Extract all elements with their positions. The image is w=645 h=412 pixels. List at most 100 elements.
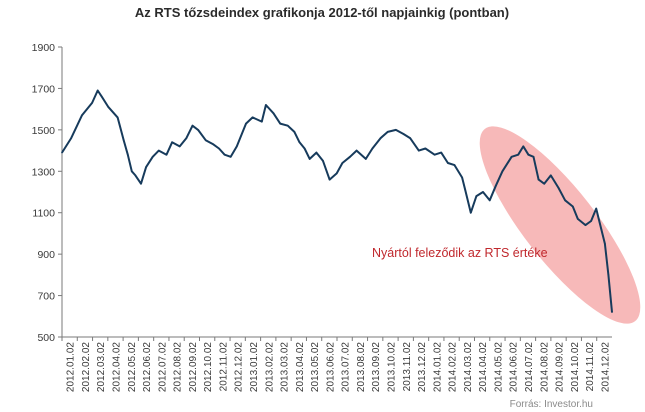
x-tick-label: 2014.12.02 [600,342,611,392]
data-point [131,170,133,173]
data-point [107,106,110,108]
data-point [349,156,351,158]
series-layer [61,89,613,313]
data-point [453,164,456,166]
data-point [572,205,574,208]
data-point [543,182,545,185]
x-tick-label: 2013.01.02 [249,342,260,392]
data-point [341,162,344,164]
data-point [517,153,519,156]
data-point [229,156,232,158]
data-point [218,147,220,150]
data-point [600,228,603,231]
data-point [595,207,597,210]
data-point [611,311,613,313]
x-tick-label: 2012.11.02 [218,342,229,392]
x-tick-label: 2014.11.02 [585,342,596,392]
data-point [151,156,154,158]
data-point [185,137,188,139]
x-tick-label: 2012.10.02 [203,342,214,392]
x-tick-label: 2013.03.02 [280,342,291,392]
data-point [145,166,147,168]
data-point [386,131,389,133]
data-point [564,199,566,202]
data-point [433,153,436,156]
data-point [191,124,194,127]
source-note: Forrás: Investor.hu [510,399,593,410]
data-point [101,95,103,98]
data-point [298,141,301,144]
data-point [409,137,411,139]
x-tick-label: 2012.08.02 [173,342,184,392]
data-point [127,153,129,156]
data-point [590,220,592,222]
x-tick-label: 2013.09.02 [371,342,382,392]
x-tick-label: 2014.03.02 [463,342,474,392]
data-point [70,137,72,139]
data-point [440,151,443,154]
x-tick-label: 2014.07.02 [524,342,535,392]
data-point [365,158,367,160]
data-point [501,170,504,173]
data-point [355,149,358,152]
data-point [470,211,472,214]
data-point [272,112,275,115]
data-point [424,147,427,150]
data-point [495,185,497,187]
x-tick-label: 2012.06.02 [142,342,153,392]
x-tick-label: 2013.06.02 [325,342,336,392]
data-point [279,122,282,125]
data-point [371,147,374,150]
data-point [557,187,560,189]
data-point [81,114,83,117]
data-point [402,133,405,135]
x-tick-label: 2013.10.02 [386,342,397,392]
x-tick-label: 2013.04.02 [295,342,306,392]
data-point [328,178,331,181]
data-point [482,191,484,193]
data-point [522,145,525,148]
data-point [379,137,382,139]
data-point [488,199,491,202]
data-point [510,156,513,158]
y-tick-label: 1500 [32,125,56,137]
data-point [236,145,238,148]
data-point [527,153,530,156]
x-tick-label: 2013.11.02 [402,342,413,392]
data-point [461,176,463,179]
data-point [577,218,579,220]
y-tick-label: 1100 [32,208,55,220]
x-tick-label: 2014.05.02 [493,342,504,392]
data-point [584,224,587,226]
data-point [418,149,420,152]
chart-title: Az RTS tőzsdeindex grafikonja 2012-től n… [135,5,509,20]
x-tick-label: 2014.06.02 [509,342,520,392]
highlight-ellipse [479,126,641,324]
data-point [293,131,296,133]
data-point [607,274,610,276]
data-point [303,147,306,150]
x-tick-label: 2012.01.02 [66,342,77,392]
data-point [165,153,168,156]
data-point [261,120,263,123]
data-point [178,145,181,148]
x-tick-label: 2014.08.02 [539,342,550,392]
data-point [171,141,173,144]
annotation-text: Nyártól feleződik az RTS értéke [372,246,548,260]
x-tick-label: 2012.03.02 [96,342,107,392]
data-point [197,129,199,131]
x-tick-label: 2012.09.02 [188,342,199,392]
data-point [245,122,247,125]
x-tick-label: 2014.01.02 [432,342,443,392]
x-tick-label: 2012.05.02 [127,342,138,392]
x-tick-label: 2014.10.02 [570,342,581,392]
x-tick-label: 2014.02.02 [448,342,459,392]
x-tick-label: 2013.02.02 [264,342,275,392]
data-point [204,139,207,141]
data-point [287,124,289,127]
x-tick-label: 2013.08.02 [356,342,367,392]
data-point [308,158,311,160]
y-tick-label: 900 [37,249,55,261]
data-point [212,143,215,146]
